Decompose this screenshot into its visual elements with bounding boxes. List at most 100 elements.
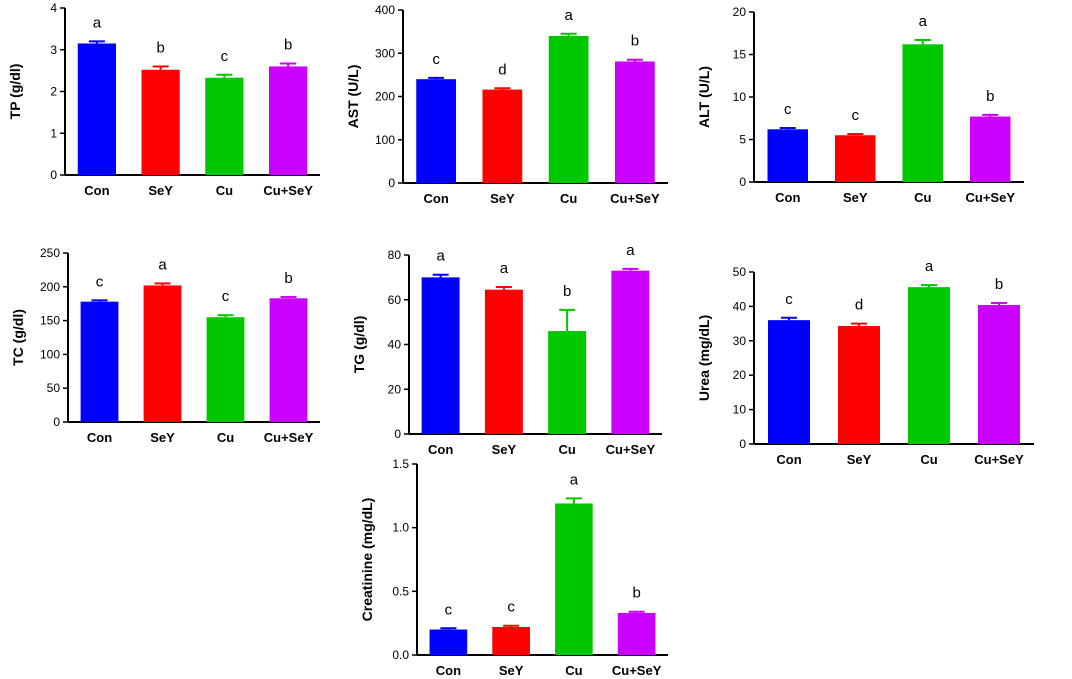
creatinine-y-tick-label: 1.0 bbox=[392, 521, 409, 535]
tp-category-label: Cu bbox=[216, 183, 233, 198]
ast-bar-cu bbox=[548, 35, 589, 184]
urea-category-label: Cu+SeY bbox=[974, 452, 1024, 467]
alt-bar-cu-plus-sey bbox=[970, 116, 1011, 182]
ast-y-tick-label: 400 bbox=[375, 3, 395, 17]
urea-category-label: Con bbox=[776, 452, 801, 467]
creatinine-bar-cu-plus-sey bbox=[617, 612, 656, 655]
tg-y-tick-label: 40 bbox=[388, 338, 402, 352]
creatinine-significance-label: a bbox=[570, 471, 579, 488]
urea-y-tick-label: 10 bbox=[733, 403, 747, 417]
tp-bar-cu bbox=[205, 77, 244, 175]
urea-y-tick-label: 40 bbox=[733, 299, 747, 313]
alt-y-tick-label: 10 bbox=[733, 90, 747, 104]
tg-category-label: SeY bbox=[492, 442, 517, 457]
urea-significance-label: c bbox=[785, 291, 793, 308]
tp-significance-label: b bbox=[156, 39, 164, 56]
tg-bar-con bbox=[421, 277, 460, 434]
alt-y-tick-label: 20 bbox=[733, 5, 747, 19]
tc-y-tick-label: 0 bbox=[53, 415, 60, 429]
creatinine-category-label: SeY bbox=[499, 663, 524, 678]
urea-y-tick-label: 0 bbox=[739, 437, 746, 451]
urea-y-axis-label: Urea (mg/dL) bbox=[696, 315, 712, 401]
tg-significance-label: b bbox=[563, 283, 571, 300]
urea-category-label: SeY bbox=[847, 452, 872, 467]
alt-category-label: Cu bbox=[914, 190, 931, 205]
tg-category-label: Cu bbox=[558, 442, 575, 457]
tc-y-tick-label: 50 bbox=[47, 381, 61, 395]
tg-y-tick-label: 80 bbox=[388, 248, 402, 262]
creatinine-y-tick-label: 0.0 bbox=[392, 648, 409, 662]
tc-bar-sey bbox=[143, 285, 182, 422]
alt-significance-label: b bbox=[986, 88, 994, 105]
alt-bar-cu bbox=[902, 44, 943, 182]
urea-y-tick-label: 30 bbox=[733, 334, 747, 348]
tg-bar-sey bbox=[484, 289, 523, 434]
ast-significance-label: d bbox=[498, 61, 506, 78]
urea-y-tick-label: 20 bbox=[733, 368, 747, 382]
tg-y-tick-label: 60 bbox=[388, 293, 402, 307]
alt-bar-con bbox=[767, 129, 808, 182]
alt-significance-label: c bbox=[852, 107, 860, 124]
ast-category-label: SeY bbox=[490, 191, 515, 206]
ast-y-axis-label: AST (U/L) bbox=[345, 65, 361, 129]
tc-category-label: Cu+SeY bbox=[264, 430, 314, 445]
tp-y-tick-label: 4 bbox=[50, 1, 57, 15]
tc-significance-label: b bbox=[284, 270, 292, 287]
ast-significance-label: b bbox=[631, 33, 639, 50]
creatinine-chart: 0.0 0.5 1.0 1.5 Creatinine (mg/dL) c Con c SeY a C… bbox=[359, 457, 668, 678]
tp-significance-label: b bbox=[284, 37, 292, 54]
alt-category-label: SeY bbox=[843, 190, 868, 205]
creatinine-bar-cu bbox=[555, 503, 593, 655]
tc-y-axis-label: TC (g/dl) bbox=[10, 309, 26, 366]
creatinine-y-tick-label: 1.5 bbox=[392, 457, 409, 471]
tp-y-tick-label: 3 bbox=[50, 43, 57, 57]
tp-significance-label: c bbox=[221, 48, 229, 65]
alt-y-tick-label: 15 bbox=[733, 48, 747, 62]
ast-category-label: Con bbox=[423, 191, 448, 206]
ast-y-tick-label: 100 bbox=[375, 133, 395, 147]
tp-significance-label: a bbox=[93, 14, 102, 31]
urea-bar-cu bbox=[908, 287, 950, 444]
creatinine-significance-label: c bbox=[445, 601, 453, 618]
ast-y-tick-label: 300 bbox=[375, 46, 395, 60]
tc-significance-label: a bbox=[158, 256, 167, 273]
tg-category-label: Cu+SeY bbox=[606, 442, 656, 457]
ast-bar-cu-plus-sey bbox=[615, 61, 655, 183]
alt-y-axis-label: ALT (U/L) bbox=[696, 66, 712, 128]
creatinine-category-label: Con bbox=[436, 663, 461, 678]
tp-bar-sey bbox=[141, 69, 180, 175]
tg-y-axis-label: TG (g/dl) bbox=[351, 316, 367, 374]
tp-category-label: Con bbox=[84, 183, 109, 198]
alt-y-tick-label: 0 bbox=[739, 175, 746, 189]
tg-bar-cu-plus-sey bbox=[611, 270, 650, 434]
tg-category-label: Con bbox=[428, 442, 453, 457]
alt-bar-sey bbox=[835, 135, 876, 182]
tp-y-tick-label: 2 bbox=[50, 85, 57, 99]
tc-y-tick-label: 200 bbox=[40, 280, 60, 294]
tg-significance-label: a bbox=[626, 242, 635, 259]
tp-chart: 0 1 2 3 4 TP (g/dl) a Con b SeY c Cu b Cu+SeY bbox=[7, 1, 320, 198]
creatinine-category-label: Cu bbox=[565, 663, 582, 678]
tp-category-label: SeY bbox=[148, 183, 173, 198]
ast-bar-con bbox=[416, 79, 456, 183]
tg-y-tick-label: 20 bbox=[388, 382, 402, 396]
tc-y-tick-label: 100 bbox=[40, 347, 60, 361]
tp-category-label: Cu+SeY bbox=[263, 183, 313, 198]
alt-category-label: Cu+SeY bbox=[966, 190, 1016, 205]
creatinine-bar-con bbox=[429, 629, 468, 655]
tc-category-label: Con bbox=[87, 430, 112, 445]
ast-significance-label: a bbox=[564, 7, 573, 24]
tc-bar-cu-plus-sey bbox=[269, 298, 308, 422]
tp-bar-con bbox=[77, 43, 116, 175]
tg-chart: 0 20 40 60 80 TG (g/dl) a Con a SeY b Cu a Cu+SeY bbox=[351, 242, 662, 457]
tc-significance-label: c bbox=[96, 273, 104, 290]
alt-chart: 0 5 10 15 20 ALT (U/L) c Con c SeY a Cu b Cu+SeY bbox=[696, 5, 1024, 205]
tc-bar-cu bbox=[206, 317, 245, 422]
urea-category-label: Cu bbox=[920, 452, 937, 467]
urea-significance-label: a bbox=[925, 258, 934, 275]
tc-bar-con bbox=[80, 301, 119, 422]
tp-y-axis-label: TP (g/dl) bbox=[7, 64, 23, 120]
ast-y-tick-label: 200 bbox=[375, 90, 395, 104]
urea-bar-sey bbox=[838, 326, 880, 444]
